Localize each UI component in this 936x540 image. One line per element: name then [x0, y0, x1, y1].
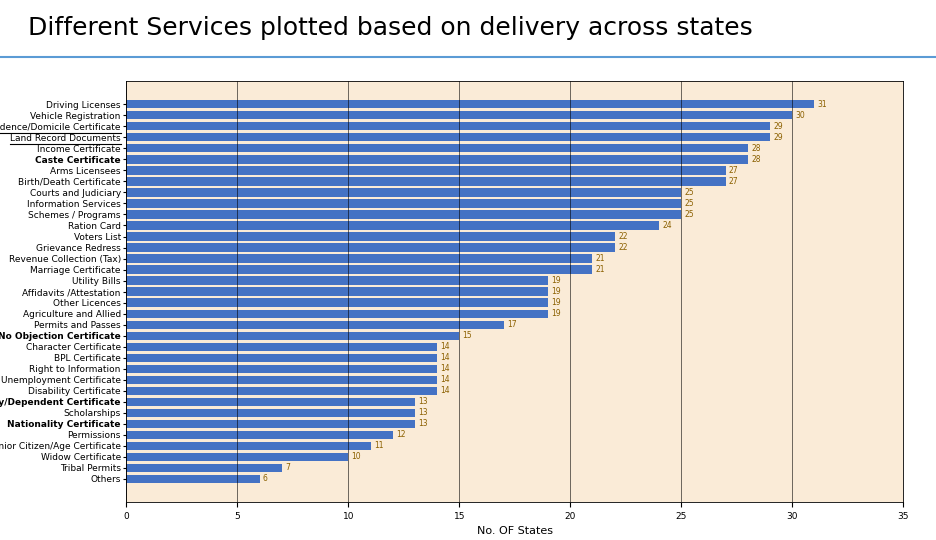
Text: 25: 25 [684, 199, 695, 208]
Bar [126, 397, 415, 406]
Text: 30: 30 [796, 111, 805, 120]
Bar [126, 166, 725, 174]
Bar [126, 232, 615, 241]
Bar [126, 199, 681, 207]
Text: 21: 21 [596, 254, 606, 263]
Bar [126, 453, 348, 461]
Text: 15: 15 [462, 331, 473, 340]
Bar [126, 442, 371, 450]
Bar [126, 188, 681, 197]
Bar [126, 475, 259, 483]
Text: 28: 28 [752, 155, 761, 164]
Text: Different Services plotted based on delivery across states: Different Services plotted based on deli… [28, 16, 753, 40]
Text: 11: 11 [373, 441, 384, 450]
Text: 25: 25 [684, 188, 695, 197]
Text: 21: 21 [596, 265, 606, 274]
Bar [126, 342, 437, 351]
Bar [126, 354, 437, 362]
Text: 13: 13 [418, 420, 428, 428]
Bar [126, 155, 748, 164]
Bar [126, 211, 681, 219]
Bar [126, 309, 548, 318]
Bar [126, 431, 393, 439]
Bar [126, 376, 437, 384]
Bar [126, 364, 437, 373]
Text: 19: 19 [551, 287, 561, 296]
Text: 12: 12 [396, 430, 405, 440]
Text: 19: 19 [551, 276, 561, 285]
Bar [126, 244, 615, 252]
Bar [126, 254, 592, 262]
Text: 27: 27 [729, 177, 739, 186]
Bar [126, 464, 282, 472]
Text: 31: 31 [818, 100, 827, 109]
Text: 19: 19 [551, 298, 561, 307]
Text: 14: 14 [441, 342, 450, 351]
Bar [126, 144, 748, 152]
Text: 25: 25 [684, 210, 695, 219]
Bar [126, 420, 415, 428]
Bar [126, 299, 548, 307]
Bar [126, 221, 659, 229]
Bar [126, 409, 415, 417]
Text: 28: 28 [752, 144, 761, 153]
X-axis label: No. OF States: No. OF States [476, 526, 553, 536]
Text: 14: 14 [441, 353, 450, 362]
Text: 27: 27 [729, 166, 739, 175]
Text: 13: 13 [418, 408, 428, 417]
Bar [126, 133, 770, 141]
Bar [126, 100, 814, 109]
Text: 6: 6 [263, 475, 268, 483]
Bar [126, 122, 770, 131]
Bar [126, 177, 725, 186]
Text: 10: 10 [352, 453, 361, 461]
Text: 24: 24 [663, 221, 672, 230]
Text: 29: 29 [773, 133, 783, 142]
Bar [126, 287, 548, 296]
Text: 14: 14 [441, 375, 450, 384]
Text: 14: 14 [441, 364, 450, 373]
Text: 14: 14 [441, 386, 450, 395]
Text: 29: 29 [773, 122, 783, 131]
Bar [126, 276, 548, 285]
Text: 22: 22 [618, 243, 627, 252]
Bar [126, 266, 592, 274]
Text: 13: 13 [418, 397, 428, 406]
Bar [126, 387, 437, 395]
Text: 22: 22 [618, 232, 627, 241]
Text: 19: 19 [551, 309, 561, 318]
Bar [126, 111, 792, 119]
Bar [126, 332, 460, 340]
Text: 17: 17 [507, 320, 517, 329]
Bar [126, 321, 504, 329]
Text: 7: 7 [285, 463, 290, 472]
